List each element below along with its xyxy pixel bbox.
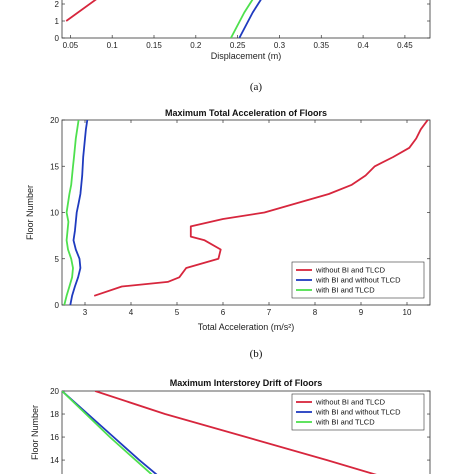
y-axis-label: Floor Number [25, 185, 35, 240]
chart-title: Maximum Interstorey Drift of Floors [170, 378, 323, 388]
x-tick-label: 0.15 [146, 41, 162, 50]
x-tick-label: 0.4 [358, 41, 370, 50]
x-tick-label: 3 [83, 308, 88, 317]
chart-panel-b: 3 4 5 6 7 8 9 10 0 5 10 15 20 Maximum Total Accelerat… [25, 108, 431, 360]
y-tick-label: 20 [50, 116, 59, 125]
legend-box [291, 261, 425, 299]
y-tick-label: 0 [55, 301, 60, 310]
panel-caption: (a) [250, 81, 263, 93]
x-tick-label: 5 [175, 308, 180, 317]
y-tick-label: 20 [50, 387, 59, 396]
x-tick-label: 0.35 [313, 41, 329, 50]
x-tick-label: 4 [129, 308, 134, 317]
chart-title: Maximum Total Acceleration of Floors [165, 108, 327, 118]
plot-frame [61, 0, 431, 39]
panel-caption: (b) [250, 348, 263, 360]
x-tick-label: 9 [359, 308, 364, 317]
x-axis-label: Total Acceleration (m/s²) [198, 322, 295, 332]
y-tick-label: 16 [50, 433, 59, 442]
series-line-3 [230, 0, 254, 38]
y-tick-label: 0 [55, 34, 60, 43]
x-axis-label: Displacement (m) [211, 51, 282, 61]
legend-label: with BI and TLCD [315, 418, 375, 427]
legend-label: with BI and without TLCD [315, 408, 401, 417]
y-tick-label: 1 [55, 17, 60, 26]
x-tick-label: 10 [403, 308, 412, 317]
y-tick-label: 18 [50, 410, 59, 419]
y-tick-label: 14 [50, 456, 59, 465]
x-tick-label: 0.25 [230, 41, 246, 50]
x-tick-label: 7 [267, 308, 272, 317]
chart-panel-c: 1214161820Maximum Interstorey Drift of F… [30, 378, 431, 474]
x-tick-label: 0.1 [107, 41, 119, 50]
y-tick-label: 2 [55, 0, 60, 9]
legend-box [291, 393, 425, 431]
legend-label: without BI and TLCD [315, 398, 386, 407]
legend-label: with BI and TLCD [315, 286, 375, 295]
series-line-1 [94, 391, 377, 474]
y-tick-label: 15 [50, 162, 59, 171]
y-tick-label: 5 [55, 255, 60, 264]
plot-frame [61, 390, 431, 474]
x-tick-label: 0.45 [397, 41, 413, 50]
series-line-3 [62, 391, 153, 474]
x-tick-label: 0.2 [190, 41, 202, 50]
series-line-2 [62, 391, 158, 474]
x-tick-label: 6 [221, 308, 226, 317]
series-line-2 [69, 120, 89, 305]
series-line-1 [65, 0, 97, 22]
series-line-1 [93, 120, 429, 297]
series-line-2 [238, 0, 262, 38]
legend-label: without BI and TLCD [315, 266, 386, 275]
x-tick-label: 0.3 [274, 41, 286, 50]
x-tick-label: 8 [313, 308, 318, 317]
chart-panel-a: 0.050.10.150.20.250.30.350.40.4501234Dis… [55, 0, 431, 93]
y-axis-label: Floor Number [30, 405, 40, 460]
x-tick-label: 0.05 [63, 41, 79, 50]
legend-label: with BI and without TLCD [315, 276, 401, 285]
series-line-3 [63, 120, 80, 305]
y-tick-label: 10 [50, 209, 59, 218]
